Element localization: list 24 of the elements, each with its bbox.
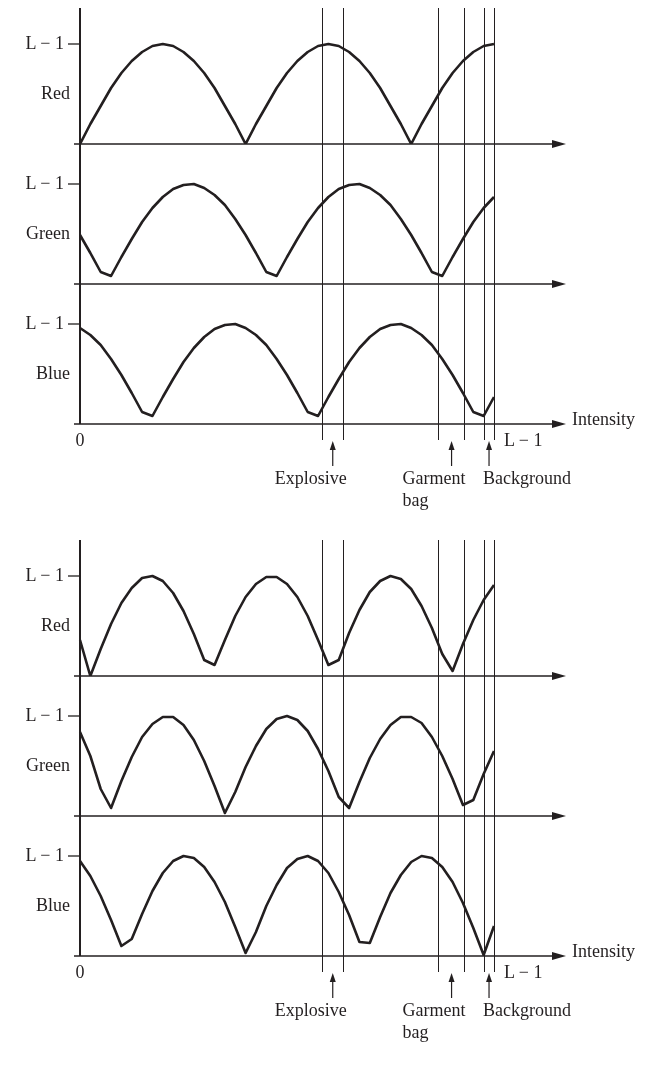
y-axis-title: Red xyxy=(41,82,70,103)
text: L − 1 xyxy=(25,312,64,333)
text: Explosive xyxy=(274,999,347,1020)
text: Background xyxy=(483,999,572,1020)
y-axis-title: Red xyxy=(41,614,70,635)
y-axis-title: Blue xyxy=(36,362,71,383)
text: L − 1 xyxy=(25,844,64,865)
text: Garment bag xyxy=(402,467,466,510)
y-axis-title: Blue xyxy=(36,894,71,915)
text: L − 1 xyxy=(25,172,64,193)
text: Explosive xyxy=(274,467,347,488)
text: L − 1 xyxy=(504,429,543,450)
text: Background xyxy=(483,467,572,488)
text: 0 xyxy=(75,429,85,450)
text: Garment bag xyxy=(402,999,466,1042)
text: L − 1 xyxy=(25,704,64,725)
text: L − 1 xyxy=(504,961,543,982)
text: 0 xyxy=(75,961,85,982)
y-axis-title: Green xyxy=(26,222,70,243)
x-axis-title: Intensity xyxy=(572,408,635,429)
text: L − 1 xyxy=(25,564,64,585)
x-axis-title: Intensity xyxy=(572,940,635,961)
text: L − 1 xyxy=(25,32,64,53)
y-axis-title: Green xyxy=(26,754,70,775)
